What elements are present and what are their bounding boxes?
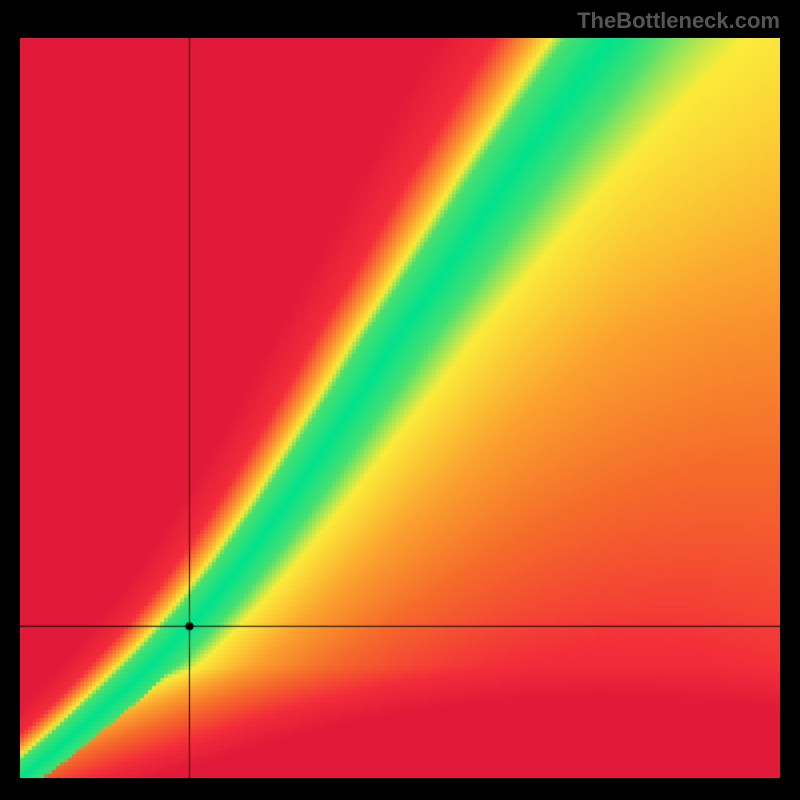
watermark-text: TheBottleneck.com bbox=[577, 8, 780, 34]
bottleneck-heatmap bbox=[20, 38, 780, 778]
